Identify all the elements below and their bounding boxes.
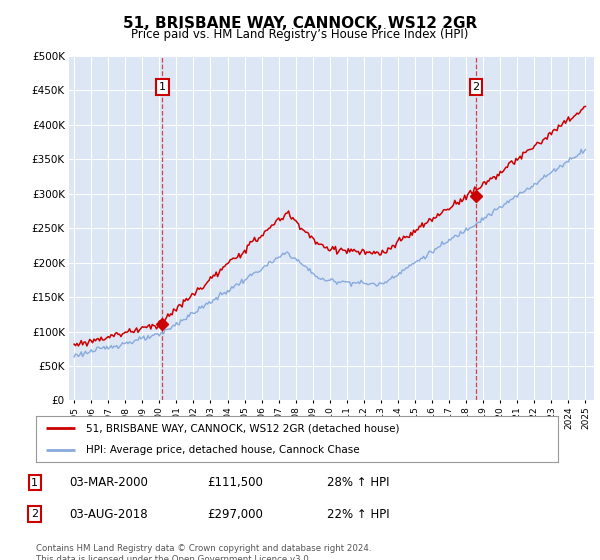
Text: 03-MAR-2000: 03-MAR-2000 [69, 476, 148, 489]
Text: 51, BRISBANE WAY, CANNOCK, WS12 2GR: 51, BRISBANE WAY, CANNOCK, WS12 2GR [123, 16, 477, 31]
Text: 22% ↑ HPI: 22% ↑ HPI [327, 507, 389, 521]
Text: Contains HM Land Registry data © Crown copyright and database right 2024.
This d: Contains HM Land Registry data © Crown c… [36, 544, 371, 560]
Text: Price paid vs. HM Land Registry’s House Price Index (HPI): Price paid vs. HM Land Registry’s House … [131, 28, 469, 41]
Text: 2: 2 [472, 82, 479, 92]
Text: £111,500: £111,500 [207, 476, 263, 489]
Text: 2: 2 [31, 509, 38, 519]
Text: £297,000: £297,000 [207, 507, 263, 521]
Text: 03-AUG-2018: 03-AUG-2018 [69, 507, 148, 521]
Text: 1: 1 [159, 82, 166, 92]
Text: 51, BRISBANE WAY, CANNOCK, WS12 2GR (detached house): 51, BRISBANE WAY, CANNOCK, WS12 2GR (det… [86, 423, 399, 433]
Text: 28% ↑ HPI: 28% ↑ HPI [327, 476, 389, 489]
Text: 1: 1 [31, 478, 38, 488]
Text: HPI: Average price, detached house, Cannock Chase: HPI: Average price, detached house, Cann… [86, 445, 359, 455]
